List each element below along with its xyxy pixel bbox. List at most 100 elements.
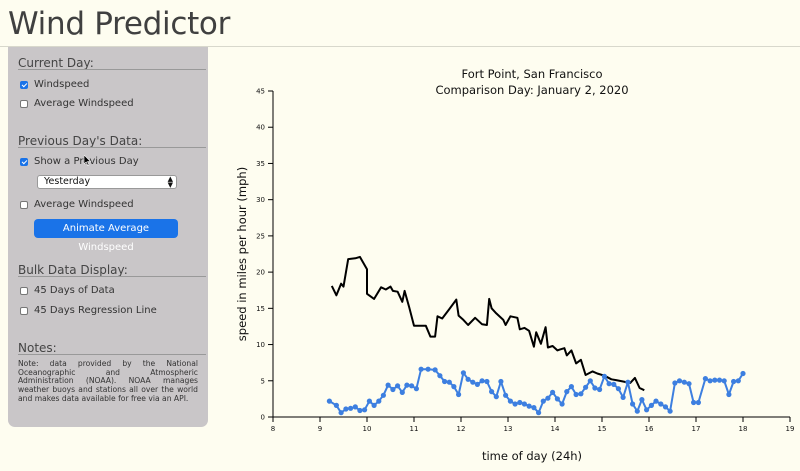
data-point (691, 399, 697, 406)
days45-label: 45 Days of Data (34, 285, 115, 296)
section-divider (18, 354, 206, 355)
data-point (404, 382, 410, 388)
data-point (702, 376, 708, 382)
data-point (526, 403, 532, 409)
data-point (686, 381, 692, 387)
animate-average-button[interactable]: Animate Average Windspeed (34, 219, 178, 253)
data-point (658, 401, 664, 407)
current-average-checkbox[interactable] (20, 99, 28, 108)
days45-checkbox[interactable] (20, 286, 28, 295)
chart-title: Fort Point, San Francisco (462, 67, 603, 81)
x-axis-label: time of day (24h) (482, 449, 582, 463)
data-point (503, 392, 509, 398)
data-point (418, 366, 424, 372)
data-point (437, 373, 443, 379)
current-average-label: Average Windspeed (34, 98, 134, 109)
data-point (648, 402, 654, 408)
data-point (470, 379, 476, 385)
data-point (615, 386, 621, 392)
data-point (460, 370, 466, 376)
data-point (573, 391, 579, 398)
data-point (326, 398, 332, 404)
previous-average-checkbox[interactable] (20, 200, 28, 209)
regression-label: 45 Days Regression Line (34, 305, 157, 316)
data-point (578, 391, 584, 397)
data-point (672, 380, 678, 386)
data-point (531, 405, 537, 411)
y-tick-label: 20 (256, 269, 265, 277)
data-point (474, 381, 480, 387)
data-point (498, 378, 504, 385)
regression-checkbox[interactable] (20, 306, 28, 315)
previous-average-option[interactable]: Average Windspeed (20, 199, 134, 210)
data-point (634, 408, 640, 414)
notes-title: Notes: (18, 341, 57, 355)
data-point (362, 407, 368, 413)
current-windspeed-checkbox[interactable] (20, 80, 28, 89)
header-divider (0, 46, 800, 47)
notes-text: Note: data provided by the National Ocea… (18, 359, 198, 403)
data-point (371, 402, 377, 408)
data-point (540, 398, 546, 404)
wind-chart: Fort Point, San Francisco Comparison Day… (235, 67, 795, 463)
data-point (512, 401, 518, 407)
current-day-title: Current Day: (18, 56, 94, 70)
y-tick-label: 45 (256, 88, 265, 96)
data-point (357, 407, 363, 414)
data-point (425, 366, 431, 372)
mouse-pointer-icon (84, 155, 92, 166)
data-point (545, 395, 551, 401)
data-point (343, 406, 349, 412)
y-axis-label: speed in miles per hour (mph) (235, 167, 249, 341)
show-previous-day-checkbox[interactable] (20, 157, 28, 166)
data-point (662, 404, 669, 410)
data-point (712, 377, 718, 383)
data-point (390, 386, 396, 393)
y-tick-label: 15 (256, 305, 265, 313)
previous-day-select[interactable]: Yesterday ▲ ▼ (37, 175, 177, 189)
data-point (465, 376, 471, 382)
data-point (611, 381, 617, 387)
data-point (681, 379, 687, 385)
data-point (592, 385, 598, 391)
data-point (395, 383, 401, 389)
x-tick-label: 18 (739, 425, 748, 433)
data-point (644, 407, 650, 413)
data-point (721, 378, 727, 384)
current-windspeed-option[interactable]: Windspeed (20, 79, 89, 90)
data-point (456, 391, 462, 398)
data-point (639, 397, 645, 403)
data-point (517, 399, 523, 406)
show-previous-day-option[interactable]: Show a Previous Day (20, 156, 139, 167)
x-tick-label: 19 (786, 425, 795, 433)
data-point (587, 378, 593, 384)
data-point (442, 378, 448, 385)
data-point (606, 381, 612, 387)
days45-option[interactable]: 45 Days of Data (20, 285, 115, 296)
y-tick-label: 30 (256, 196, 265, 204)
previous-day-select-value: Yesterday (44, 176, 91, 187)
y-tick-label: 35 (256, 160, 265, 168)
data-point (630, 401, 636, 407)
x-tick-label: 17 (692, 425, 701, 433)
y-tick-label: 40 (256, 124, 265, 132)
data-point (564, 389, 570, 395)
data-point (489, 389, 495, 395)
section-divider (18, 276, 206, 277)
data-point (479, 378, 485, 384)
series-line-0 (330, 255, 645, 392)
y-tick-label: 0 (261, 414, 265, 422)
regression-option[interactable]: 45 Days Regression Line (20, 305, 157, 316)
current-average-option[interactable]: Average Windspeed (20, 98, 134, 109)
data-point (376, 398, 382, 404)
data-point (625, 379, 631, 385)
x-tick-label: 8 (271, 425, 275, 433)
x-tick-label: 16 (645, 425, 654, 433)
data-point (695, 399, 701, 406)
x-tick-label: 11 (410, 425, 419, 433)
data-point (507, 398, 513, 404)
data-point (597, 386, 603, 393)
data-point (348, 405, 354, 411)
data-point (667, 408, 673, 414)
data-point (366, 398, 372, 404)
